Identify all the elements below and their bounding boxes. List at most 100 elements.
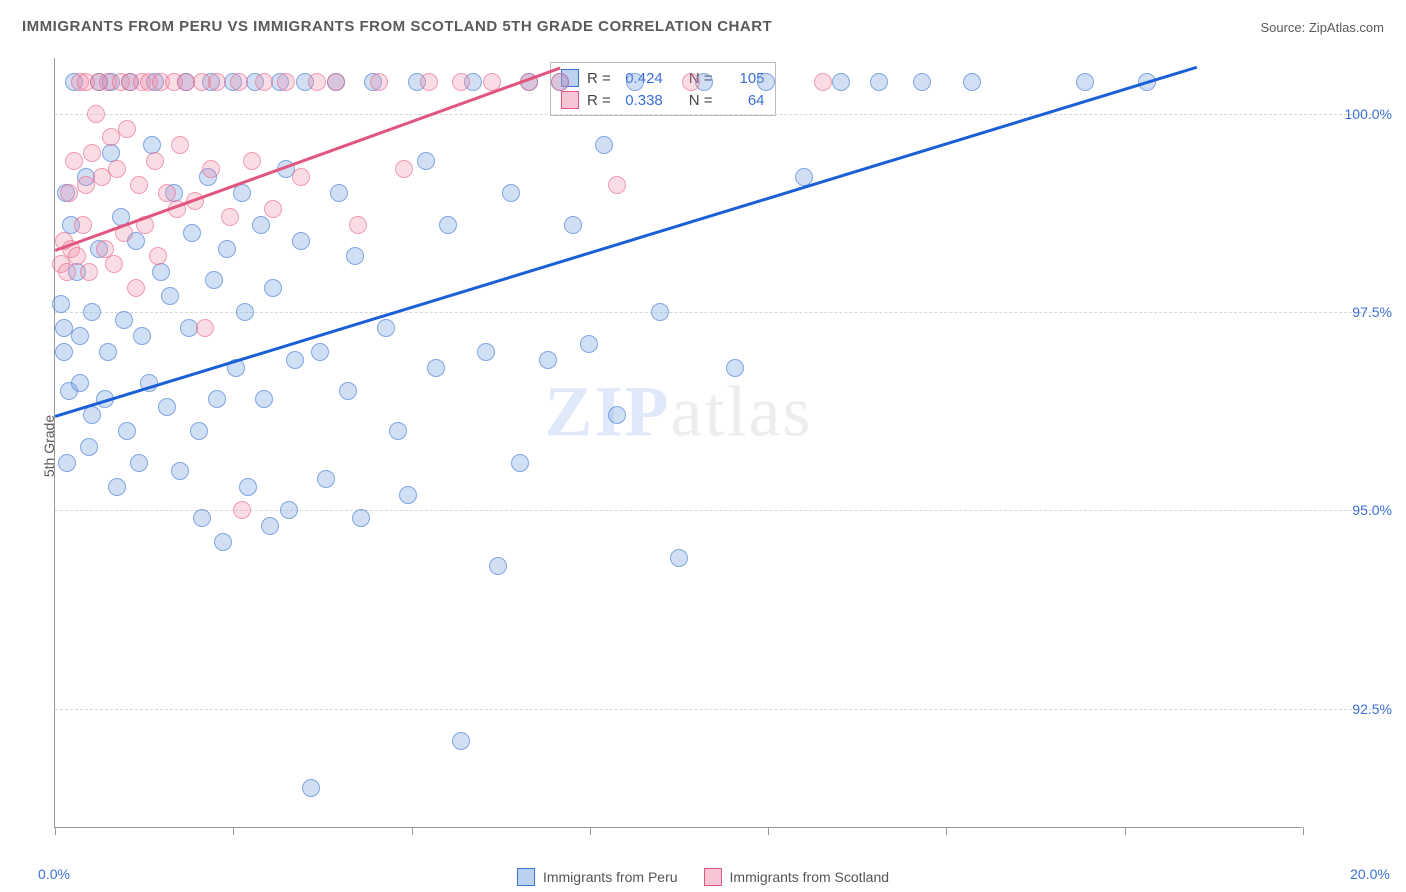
- data-point-blue: [870, 73, 888, 91]
- data-point-blue: [118, 422, 136, 440]
- n-label: N =: [689, 92, 713, 109]
- data-point-blue: [286, 351, 304, 369]
- data-point-blue: [80, 438, 98, 456]
- data-point-pink: [202, 160, 220, 178]
- legend: Immigrants from Peru Immigrants from Sco…: [0, 868, 1406, 886]
- r-label: R =: [587, 70, 611, 87]
- data-point-pink: [395, 160, 413, 178]
- data-point-blue: [626, 73, 644, 91]
- data-point-blue: [427, 359, 445, 377]
- r-label: R =: [587, 92, 611, 109]
- data-point-pink: [255, 73, 273, 91]
- data-point-blue: [511, 454, 529, 472]
- source-attribution: Source: ZipAtlas.com: [1260, 20, 1384, 35]
- data-point-pink: [196, 319, 214, 337]
- data-point-pink: [171, 136, 189, 154]
- x-tick: [1303, 827, 1304, 835]
- data-point-pink: [146, 152, 164, 170]
- data-point-pink: [127, 279, 145, 297]
- data-point-blue: [264, 279, 282, 297]
- data-point-pink: [83, 144, 101, 162]
- data-point-blue: [161, 287, 179, 305]
- data-point-pink: [370, 73, 388, 91]
- data-point-pink: [277, 73, 295, 91]
- data-point-blue: [193, 509, 211, 527]
- x-tick: [590, 827, 591, 835]
- legend-item-peru: Immigrants from Peru: [517, 868, 678, 886]
- data-point-blue: [133, 327, 151, 345]
- source-label: Source:: [1260, 20, 1308, 35]
- data-point-pink: [130, 176, 148, 194]
- data-point-blue: [913, 73, 931, 91]
- data-point-blue: [115, 311, 133, 329]
- x-tick: [55, 827, 56, 835]
- x-tick: [946, 827, 947, 835]
- data-point-pink: [292, 168, 310, 186]
- data-point-pink: [87, 105, 105, 123]
- watermark-atlas: atlas: [671, 371, 813, 451]
- data-point-blue: [377, 319, 395, 337]
- data-point-pink: [420, 73, 438, 91]
- watermark: ZIPatlas: [545, 370, 813, 453]
- data-point-pink: [230, 73, 248, 91]
- correlation-stats-box: R = 0.424 N = 105 R = 0.338 N = 64: [550, 62, 776, 116]
- data-point-blue: [239, 478, 257, 496]
- data-point-blue: [489, 557, 507, 575]
- y-tick-label: 100.0%: [1345, 106, 1392, 122]
- data-point-pink: [208, 73, 226, 91]
- data-point-blue: [108, 478, 126, 496]
- legend-item-scotland: Immigrants from Scotland: [704, 868, 890, 886]
- data-point-blue: [214, 533, 232, 551]
- swatch-scotland-icon: [561, 91, 579, 109]
- data-point-blue: [152, 263, 170, 281]
- gridline: [55, 709, 1372, 710]
- data-point-blue: [832, 73, 850, 91]
- data-point-pink: [682, 73, 700, 91]
- x-tick: [233, 827, 234, 835]
- x-tick: [768, 827, 769, 835]
- data-point-pink: [65, 152, 83, 170]
- data-point-blue: [389, 422, 407, 440]
- data-point-blue: [502, 184, 520, 202]
- data-point-blue: [330, 184, 348, 202]
- data-point-blue: [339, 382, 357, 400]
- stats-row-peru: R = 0.424 N = 105: [561, 67, 765, 89]
- y-tick-label: 92.5%: [1352, 701, 1392, 717]
- x-tick-label-min: 0.0%: [38, 866, 70, 882]
- data-point-blue: [292, 232, 310, 250]
- data-point-pink: [233, 501, 251, 519]
- data-point-blue: [183, 224, 201, 242]
- data-point-pink: [108, 160, 126, 178]
- data-point-blue: [205, 271, 223, 289]
- data-point-pink: [327, 73, 345, 91]
- data-point-pink: [264, 200, 282, 218]
- data-point-pink: [118, 120, 136, 138]
- data-point-pink: [68, 247, 86, 265]
- data-point-pink: [58, 263, 76, 281]
- data-point-blue: [317, 470, 335, 488]
- data-point-pink: [80, 263, 98, 281]
- data-point-blue: [171, 462, 189, 480]
- data-point-pink: [308, 73, 326, 91]
- data-point-blue: [1076, 73, 1094, 91]
- data-point-blue: [417, 152, 435, 170]
- data-point-blue: [252, 216, 270, 234]
- data-point-blue: [233, 184, 251, 202]
- legend-label-scotland: Immigrants from Scotland: [730, 869, 890, 885]
- data-point-pink: [243, 152, 261, 170]
- data-point-blue: [71, 374, 89, 392]
- data-point-blue: [352, 509, 370, 527]
- data-point-blue: [83, 406, 101, 424]
- data-point-blue: [564, 216, 582, 234]
- data-point-blue: [608, 406, 626, 424]
- legend-label-peru: Immigrants from Peru: [543, 869, 678, 885]
- source-value: ZipAtlas.com: [1309, 20, 1384, 35]
- data-point-blue: [595, 136, 613, 154]
- data-point-blue: [83, 303, 101, 321]
- data-point-blue: [99, 343, 117, 361]
- data-point-blue: [477, 343, 495, 361]
- data-point-blue: [651, 303, 669, 321]
- data-point-pink: [60, 184, 78, 202]
- data-point-blue: [55, 343, 73, 361]
- data-point-blue: [757, 73, 775, 91]
